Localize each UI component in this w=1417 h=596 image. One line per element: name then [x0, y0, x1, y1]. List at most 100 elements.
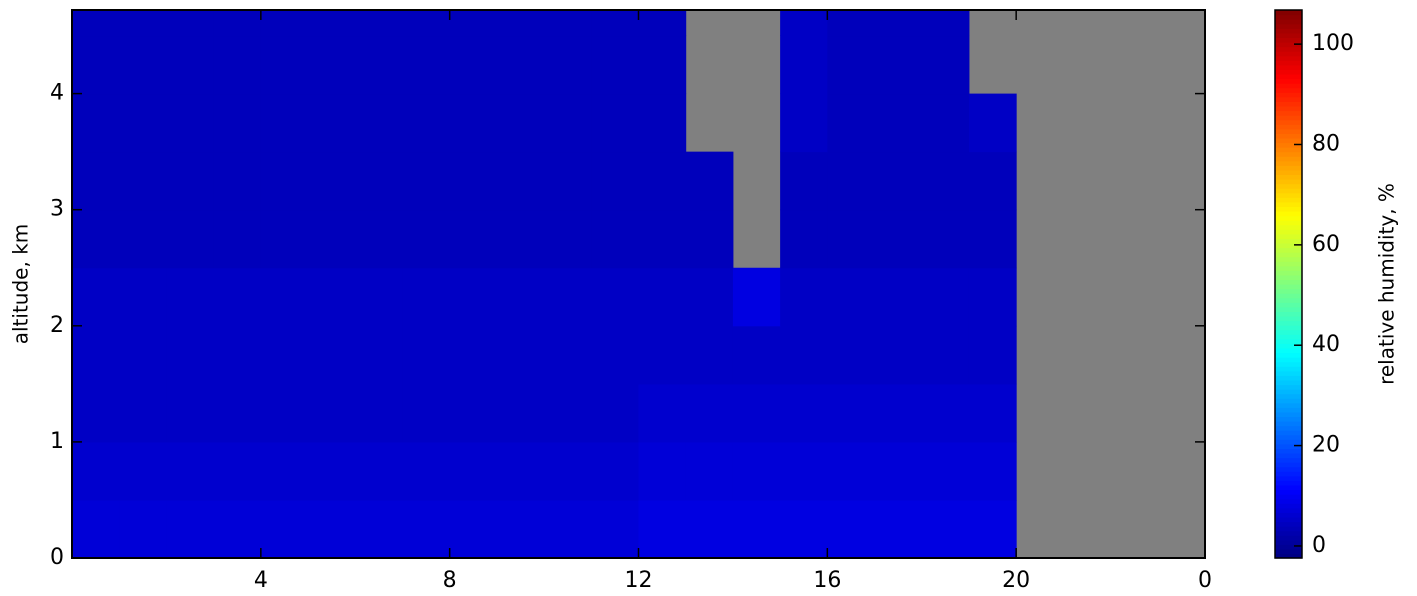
colorbar-swatch: [1275, 544, 1302, 550]
heat-cell: [544, 325, 592, 385]
heat-cell: [260, 209, 309, 269]
heat-cell: [780, 151, 828, 211]
heat-cell: [166, 383, 215, 443]
heat-cell: [921, 35, 970, 95]
heat-cell: [591, 267, 639, 327]
colorbar-swatch: [1275, 494, 1302, 500]
heat-cell: [308, 499, 356, 559]
colorbar-tick-label: 80: [1312, 131, 1340, 156]
heat-cell: [213, 325, 262, 385]
x-tick-label: 8: [443, 568, 457, 593]
heat-cell: [827, 325, 876, 385]
heat-cell: [638, 267, 687, 327]
heat-cell: [968, 499, 1017, 559]
colorbar-swatch: [1275, 51, 1302, 57]
heat-cell: [308, 209, 356, 269]
heat-cell: [166, 325, 215, 385]
colorbar-swatch: [1275, 265, 1302, 271]
colorbar-swatch: [1275, 434, 1302, 440]
heat-cell: [72, 267, 120, 327]
colorbar-swatch: [1275, 416, 1302, 422]
colorbar-swatch: [1275, 119, 1302, 125]
colorbar-swatch: [1275, 115, 1302, 121]
colorbar-swatch: [1275, 124, 1302, 130]
colorbar-swatch: [1275, 279, 1302, 285]
colorbar-swatch: [1275, 402, 1302, 408]
colorbar-swatch: [1275, 507, 1302, 513]
heat-cell: [732, 499, 781, 559]
colorbar-swatch: [1275, 183, 1302, 189]
heat-cell: [827, 151, 876, 211]
heat-cell: [355, 93, 403, 153]
colorbar-swatch: [1275, 41, 1302, 48]
heat-cell: [213, 209, 262, 269]
colorbar-swatch: [1275, 105, 1302, 112]
colorbar-swatch: [1275, 229, 1302, 235]
heat-cell: [874, 325, 923, 385]
heat-cell: [874, 209, 923, 269]
colorbar-swatch: [1275, 78, 1302, 84]
colorbar-swatch: [1275, 389, 1302, 395]
heat-cell: [119, 209, 167, 269]
colorbar-swatch: [1275, 69, 1302, 75]
heat-cell: [355, 499, 403, 559]
colorbar-swatch: [1275, 334, 1302, 340]
heat-cell: [449, 441, 498, 501]
heat-cell: [685, 441, 734, 501]
heat-cell: [780, 35, 828, 95]
colorbar-swatch: [1275, 60, 1302, 66]
colorbar-swatch: [1275, 539, 1302, 545]
colorbar-swatch: [1275, 553, 1302, 559]
heat-cell: [496, 93, 545, 153]
heat-cell: [780, 10, 828, 37]
heat-cell: [449, 383, 498, 443]
colorbar-swatch: [1275, 548, 1302, 555]
colorbar-swatch: [1275, 352, 1302, 358]
colorbar-swatch: [1275, 73, 1302, 80]
heat-cell: [166, 267, 215, 327]
heat-cell: [638, 325, 687, 385]
heat-cell: [166, 441, 215, 501]
heat-cell: [496, 10, 545, 37]
colorbar-swatch: [1275, 23, 1302, 29]
heat-cell: [874, 383, 923, 443]
colorbar-swatch: [1275, 178, 1302, 185]
heat-cell: [921, 441, 970, 501]
heat-cell: [449, 499, 498, 559]
heat-cell: [874, 441, 923, 501]
colorbar-swatch: [1275, 379, 1302, 386]
heat-cell: [921, 209, 970, 269]
colorbar-swatch: [1275, 480, 1302, 486]
colorbar-swatch: [1275, 361, 1302, 367]
heat-cell: [591, 499, 639, 559]
heat-cell: [827, 35, 876, 95]
colorbar-tick-label: 40: [1312, 332, 1340, 357]
colorbar-swatch: [1275, 452, 1302, 459]
heat-cell: [591, 209, 639, 269]
heat-cell: [591, 35, 639, 95]
heat-cell: [166, 35, 215, 95]
x-tick-label: 20: [1002, 568, 1030, 593]
heat-cell: [638, 151, 687, 211]
heat-cell: [402, 209, 451, 269]
colorbar-swatch: [1275, 83, 1302, 89]
heat-cell: [213, 151, 262, 211]
heat-cell: [166, 499, 215, 559]
colorbar-label: relative humidity, %: [1375, 183, 1399, 385]
colorbar-swatch: [1275, 471, 1302, 477]
heat-cell: [119, 10, 167, 37]
heat-cell: [402, 10, 451, 37]
heat-cell: [591, 93, 639, 153]
heat-cell: [402, 267, 451, 327]
colorbar-swatch: [1275, 512, 1302, 518]
heat-cell: [732, 383, 781, 443]
colorbar-swatch: [1275, 284, 1302, 290]
heat-cell: [72, 499, 120, 559]
heat-cell: [119, 441, 167, 501]
heat-cell: [827, 383, 876, 443]
colorbar-swatch: [1275, 439, 1302, 445]
heat-cell: [874, 499, 923, 559]
y-tick-label: 3: [50, 197, 64, 222]
colorbar-swatch: [1275, 484, 1302, 491]
colorbar-swatch: [1275, 197, 1302, 203]
